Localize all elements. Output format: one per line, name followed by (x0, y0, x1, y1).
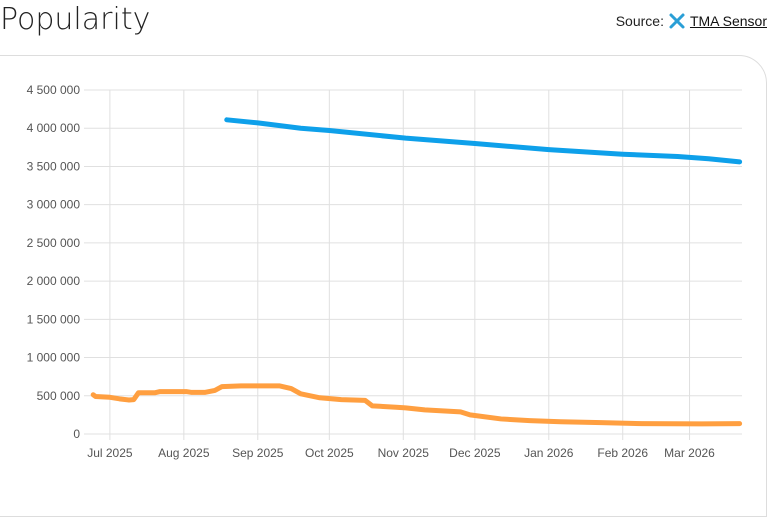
x-tick-label: Jan 2026 (524, 446, 574, 460)
x-tick-label: Aug 2025 (158, 446, 210, 460)
x-tick-label: Nov 2025 (378, 446, 430, 460)
source-link[interactable]: TMA Sensor (689, 13, 767, 29)
y-tick-label: 500 000 (37, 389, 81, 403)
y-tick-label: 4 500 000 (27, 83, 81, 97)
y-tick-label: 2 500 000 (27, 236, 81, 250)
x-tick-label: Oct 2025 (305, 446, 354, 460)
y-tick-label: 1 000 000 (27, 351, 81, 365)
y-tick-label: 1 500 000 (27, 312, 81, 326)
page-title: Popularity (0, 2, 151, 37)
x-tick-label: Mar 2026 (664, 446, 715, 460)
y-tick-label: 3 000 000 (27, 198, 81, 212)
source-label: Source: (615, 13, 664, 29)
source-attribution: Source: TMA Sensor (616, 12, 767, 30)
x-tick-label: Dec 2025 (449, 446, 501, 460)
series-line-blue (224, 117, 743, 165)
popularity-chart: 0 500 000 1 000 000 1 500 000 2 000 000 2 500… (27, 83, 743, 460)
y-tick-label: 4 000 000 (27, 121, 81, 135)
tma-sensor-logo-icon (669, 13, 685, 29)
y-tick-label: 0 (73, 427, 80, 441)
y-tick-label: 3 500 000 (27, 159, 81, 173)
y-tick-label: 2 000 000 (27, 274, 81, 288)
x-tick-label: Feb 2026 (597, 446, 648, 460)
x-tick-label: Jul 2025 (87, 446, 133, 460)
x-tick-label: Sep 2025 (232, 446, 284, 460)
series-line-orange (90, 383, 743, 427)
